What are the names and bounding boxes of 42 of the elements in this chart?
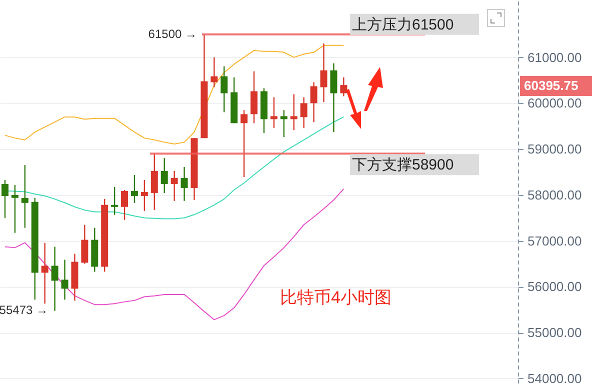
y-tick-label: 60000.00 [528, 96, 582, 111]
y-tick-label: 54000.00 [528, 370, 582, 386]
y-tick-label: 61000.00 [528, 50, 582, 65]
candlestick [210, 56, 218, 88]
candlestick [111, 186, 118, 216]
y-tick-label: 57000.00 [528, 233, 582, 248]
candlestick [280, 110, 288, 138]
candlestick [61, 259, 68, 300]
candlestick [290, 94, 298, 131]
candlestick [1, 179, 8, 218]
y-tick-label: 59000.00 [528, 142, 582, 157]
ref-line-label: 上方压力61500 [352, 16, 454, 34]
y-tick-label: 56000.00 [528, 279, 582, 294]
annotation: 比特币4小时图 [280, 288, 392, 307]
candlestick [310, 82, 318, 123]
candlestick [81, 224, 88, 264]
candlestick [250, 70, 258, 124]
candlestick [11, 184, 18, 234]
line-series [4, 44, 344, 145]
candlestick [121, 189, 128, 220]
candlestick [300, 96, 308, 129]
candlestick [150, 153, 158, 210]
candlestick [330, 62, 338, 133]
candlestick [220, 66, 228, 113]
annotation: 55473 → [0, 303, 48, 317]
candlestick [130, 174, 138, 204]
annotation: 61500 → [148, 27, 197, 41]
candlestick [180, 166, 188, 202]
candlestick [51, 246, 58, 312]
candlestick [160, 157, 168, 194]
candlestick [21, 164, 28, 228]
candlestick [320, 42, 328, 103]
y-tick-label: 58000.00 [528, 187, 582, 202]
ref-line-label: 下方支撑58900 [352, 156, 454, 174]
candlestick [170, 170, 178, 202]
candlestick [41, 242, 48, 304]
y-tick-label: 55000.00 [528, 325, 582, 340]
candlestick [140, 179, 148, 212]
candlestick [270, 96, 278, 129]
text: 60395.75 [524, 78, 578, 93]
candlestick [240, 110, 248, 178]
candlestick [340, 76, 348, 97]
